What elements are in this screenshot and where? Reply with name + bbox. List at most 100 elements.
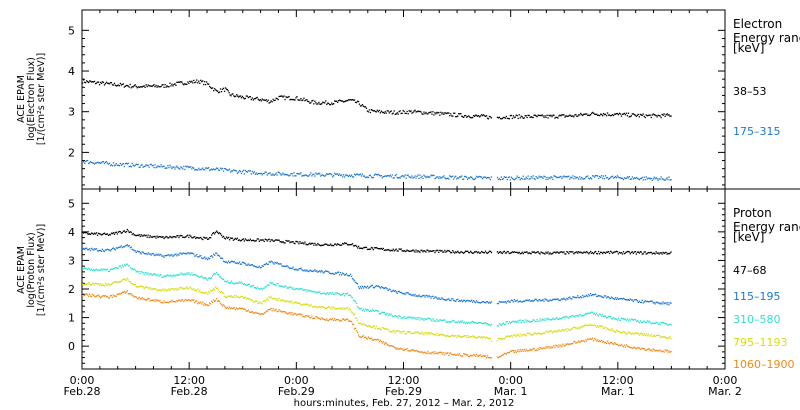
proton-point [417, 250, 419, 252]
proton-point [182, 288, 184, 290]
electron-point [227, 90, 229, 92]
proton-point [639, 348, 641, 351]
proton-point [621, 253, 624, 255]
proton-point [310, 270, 312, 272]
proton-point [416, 251, 418, 253]
proton-point [288, 312, 290, 314]
proton-point [541, 318, 543, 321]
proton-point [393, 346, 395, 348]
proton-point [644, 300, 646, 302]
proton-point [293, 313, 295, 315]
proton-point [185, 287, 187, 289]
proton-point [579, 297, 581, 299]
proton-point [354, 244, 357, 247]
proton-point [575, 342, 577, 344]
proton-point [83, 284, 85, 286]
proton-point [209, 258, 211, 260]
proton-point [393, 250, 395, 252]
proton-point [580, 251, 582, 253]
proton-point [289, 300, 291, 303]
proton-point [296, 240, 298, 243]
proton-point [617, 344, 620, 346]
electron-point [271, 101, 273, 103]
proton-point [421, 351, 423, 353]
electron-point [104, 161, 107, 163]
proton-point [142, 272, 144, 274]
proton-point [242, 238, 245, 240]
electron-point [593, 175, 595, 177]
proton-point [489, 337, 492, 340]
proton-point [100, 296, 103, 298]
electron-point [502, 116, 504, 119]
proton-point [137, 234, 139, 237]
electron-point [394, 175, 396, 177]
proton-point [480, 322, 483, 324]
proton-point [306, 291, 308, 293]
electron-point [120, 164, 122, 166]
proton-point [431, 250, 433, 252]
proton-point [386, 343, 388, 346]
electron-point [472, 178, 474, 180]
proton-point [213, 273, 215, 275]
electron-point [144, 86, 146, 88]
proton-point [440, 351, 442, 353]
proton-point [165, 235, 167, 238]
electron-point [572, 175, 574, 177]
proton-point [334, 318, 336, 320]
electron-point [404, 174, 406, 176]
electron-point [462, 178, 464, 181]
electron-point [592, 175, 594, 177]
proton-point [89, 233, 92, 236]
proton-point [424, 318, 426, 320]
proton-point [134, 283, 136, 286]
proton-point [322, 318, 324, 320]
proton-point [348, 307, 351, 310]
proton-point [107, 270, 110, 273]
proton-point [446, 352, 448, 355]
proton-point [429, 333, 431, 335]
proton-point [108, 270, 111, 272]
electron-point [410, 177, 412, 179]
electron-point [439, 114, 441, 116]
proton-point [109, 295, 112, 297]
electron-point [484, 176, 487, 178]
proton-point [599, 295, 601, 297]
proton-point [449, 250, 451, 253]
proton-point [155, 274, 157, 276]
proton-point [362, 247, 365, 249]
proton-point [220, 277, 223, 279]
proton-point [249, 311, 251, 313]
electron-point [168, 166, 170, 169]
proton-point [241, 238, 244, 241]
proton-point [525, 348, 527, 351]
proton-point [162, 236, 164, 238]
proton-point [474, 251, 476, 253]
proton-point [580, 340, 582, 343]
proton-point [231, 282, 234, 284]
proton-point [130, 268, 132, 270]
proton-point [486, 323, 489, 325]
electron-point [225, 169, 228, 171]
proton-point [105, 249, 108, 251]
proton-point [229, 296, 232, 298]
proton-point [556, 330, 558, 332]
proton-point [433, 319, 435, 321]
electron-point [496, 116, 499, 118]
proton-point [182, 273, 184, 275]
proton-point [283, 265, 285, 267]
proton-point [187, 299, 189, 301]
electron-point [619, 113, 622, 115]
proton-point [452, 354, 454, 356]
electron-point [442, 112, 444, 114]
proton-point [601, 339, 603, 341]
electron-point [416, 175, 418, 177]
proton-point [250, 299, 252, 301]
proton-point [665, 302, 667, 304]
electron-point [133, 165, 135, 167]
proton-point [174, 236, 176, 238]
proton-point [349, 309, 352, 311]
electron-point [616, 175, 619, 177]
proton-point [670, 251, 672, 253]
electron-point [597, 114, 599, 116]
electron-point [384, 175, 386, 177]
